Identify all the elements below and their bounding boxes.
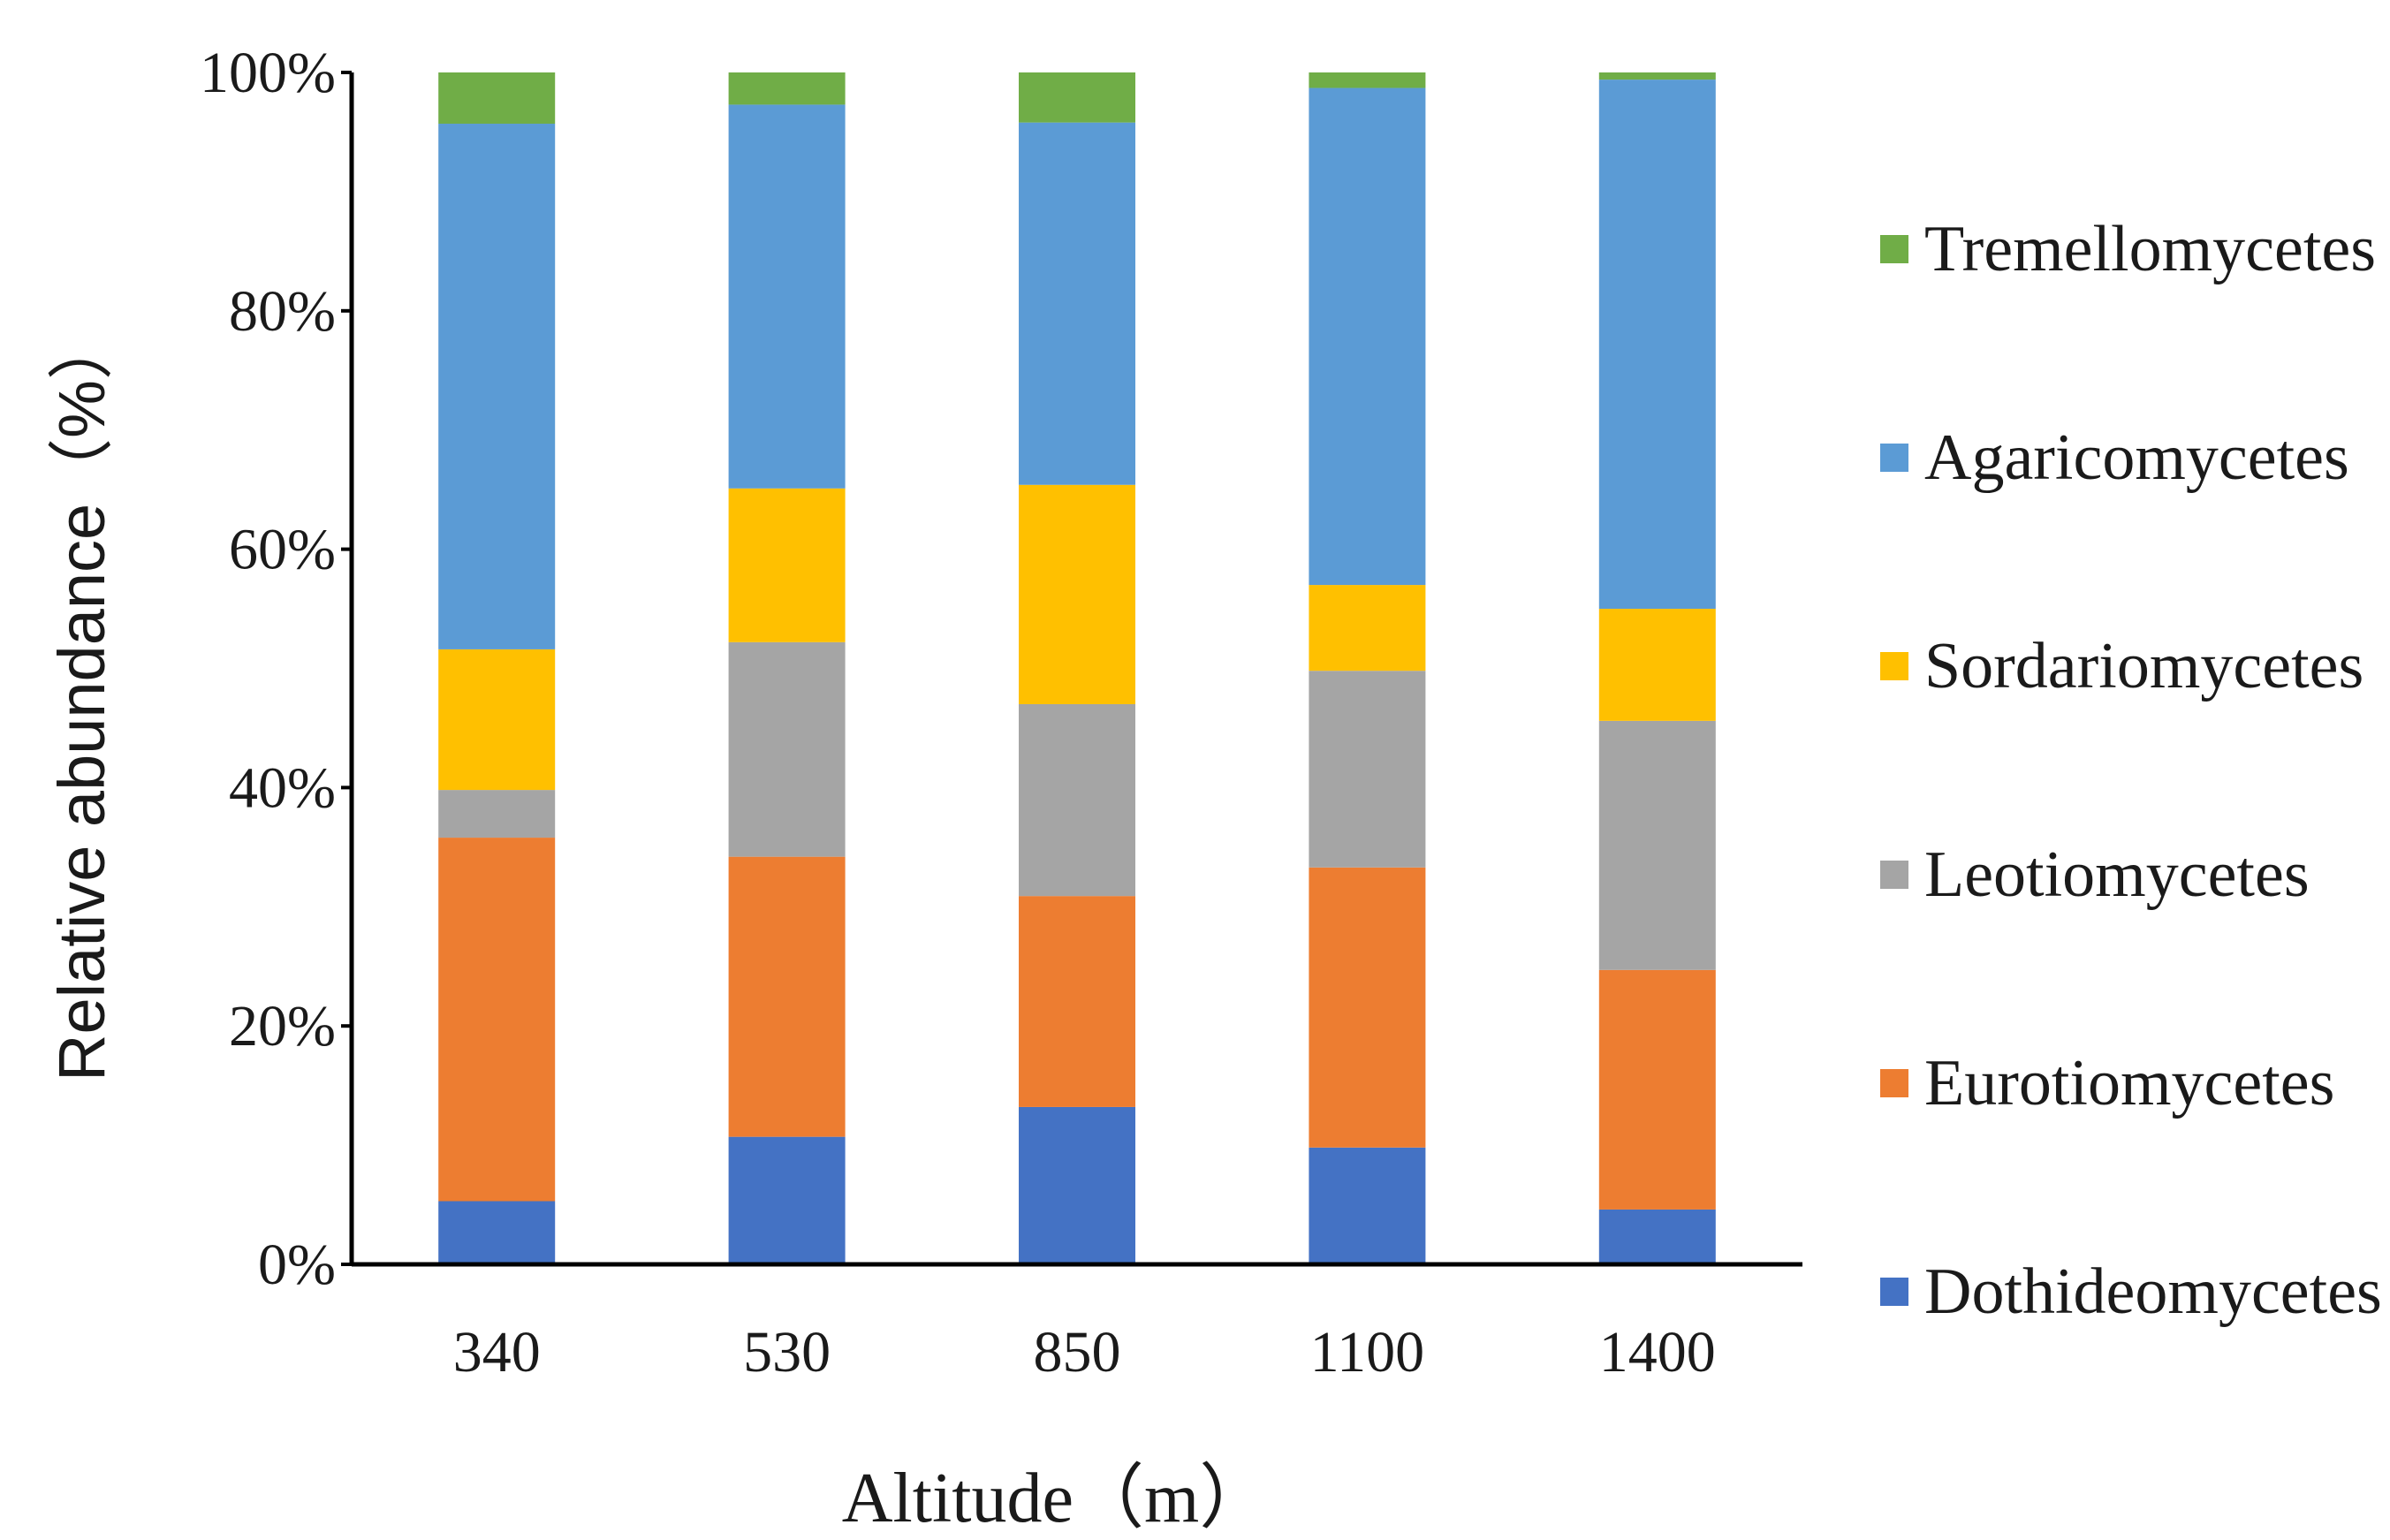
legend-item-agaricomycetes: Agaricomycetes [1880,421,2349,494]
bar-segment-tremellomycetes-1100 [1309,72,1426,88]
bar-stack-1100 [1309,72,1426,1264]
bar-segment-dothideomycetes-1100 [1309,1147,1426,1264]
legend-label: Tremellomycetes [1924,213,2376,285]
y-tick-label: 80% [229,279,336,344]
bar-segment-leotiomycetes-1100 [1309,671,1426,868]
y-tick-label: 60% [229,518,336,582]
bar-segment-agaricomycetes-530 [728,104,846,489]
x-tick-labels: 340 530 850 1100 1400 [453,1320,1716,1384]
bar-segment-dothideomycetes-340 [438,1201,556,1264]
bar-stack-530 [728,72,846,1264]
bar-segment-agaricomycetes-850 [1019,122,1135,485]
bar-segment-tremellomycetes-850 [1019,72,1135,123]
bar-segment-eurotiomycetes-1100 [1309,867,1426,1148]
bar-segment-agaricomycetes-340 [438,124,556,649]
bar-segment-agaricomycetes-1400 [1598,80,1716,610]
y-axis-title: Relative abundance（%） [45,315,118,1081]
legend-swatch [1880,861,1908,889]
bar-segment-sordariomycetes-850 [1019,484,1135,704]
x-tick-label: 530 [743,1320,831,1384]
legend-item-eurotiomycetes: Eurotiomycetes [1880,1047,2334,1119]
bar-segment-tremellomycetes-530 [728,72,846,105]
bar-segment-leotiomycetes-1400 [1598,720,1716,970]
legend-item-leotiomycetes: Leotiomycetes [1880,838,2310,911]
bar-segment-eurotiomycetes-530 [728,856,846,1137]
legend-swatch [1880,652,1908,680]
y-tick-label: 0% [258,1233,336,1297]
legend-item-sordariomycetes: Sordariomycetes [1880,630,2363,702]
legend: Tremellomycetes Agaricomycetes Sordariomyc… [1880,213,2382,1328]
bar-stack-340 [438,72,556,1264]
legend-item-dothideomycetes: Dothideomycetes [1880,1256,2382,1328]
bar-segment-tremellomycetes-340 [438,72,556,125]
bar-segment-sordariomycetes-340 [438,649,556,791]
x-tick-label: 340 [453,1320,541,1384]
bar-segment-dothideomycetes-530 [728,1136,846,1264]
bar-segment-leotiomycetes-850 [1019,703,1135,897]
bar-segment-dothideomycetes-1400 [1598,1209,1716,1264]
axes [349,72,1802,1267]
legend-swatch [1880,1069,1908,1097]
x-tick-label: 1100 [1310,1320,1425,1384]
bar-segment-eurotiomycetes-340 [438,838,556,1202]
bar-segment-leotiomycetes-340 [438,790,556,838]
legend-label: Sordariomycetes [1924,630,2363,702]
legend-item-tremellomycetes: Tremellomycetes [1880,213,2376,285]
y-tick-label: 20% [229,994,336,1058]
bar-segment-agaricomycetes-1100 [1309,87,1426,586]
bar-segment-dothideomycetes-850 [1019,1106,1135,1264]
y-tick-labels: 0% 20% 40% 60% 80% 100% [200,41,352,1297]
bar-stacks [438,72,1716,1264]
y-tick-label: 100% [200,41,336,105]
bar-segment-sordariomycetes-1100 [1309,585,1426,671]
legend-label: Dothideomycetes [1924,1256,2382,1328]
bar-segment-tremellomycetes-1400 [1598,72,1716,80]
x-tick-label: 1400 [1599,1320,1716,1384]
y-tick-label: 40% [229,755,336,820]
legend-label: Eurotiomycetes [1924,1047,2334,1119]
x-tick-label: 850 [1034,1320,1121,1384]
bar-stack-1400 [1598,72,1716,1264]
bar-segment-eurotiomycetes-850 [1019,896,1135,1107]
legend-swatch [1880,1278,1908,1306]
bar-segment-eurotiomycetes-1400 [1598,969,1716,1210]
bar-segment-sordariomycetes-1400 [1598,609,1716,721]
legend-label: Leotiomycetes [1924,838,2310,911]
bar-stack-850 [1019,72,1135,1264]
legend-swatch [1880,444,1908,472]
x-axis-title: Altitude（m） [842,1460,1270,1537]
legend-label: Agaricomycetes [1924,421,2349,494]
legend-swatch [1880,235,1908,263]
bar-segment-sordariomycetes-530 [728,488,846,642]
bar-segment-leotiomycetes-530 [728,641,846,857]
